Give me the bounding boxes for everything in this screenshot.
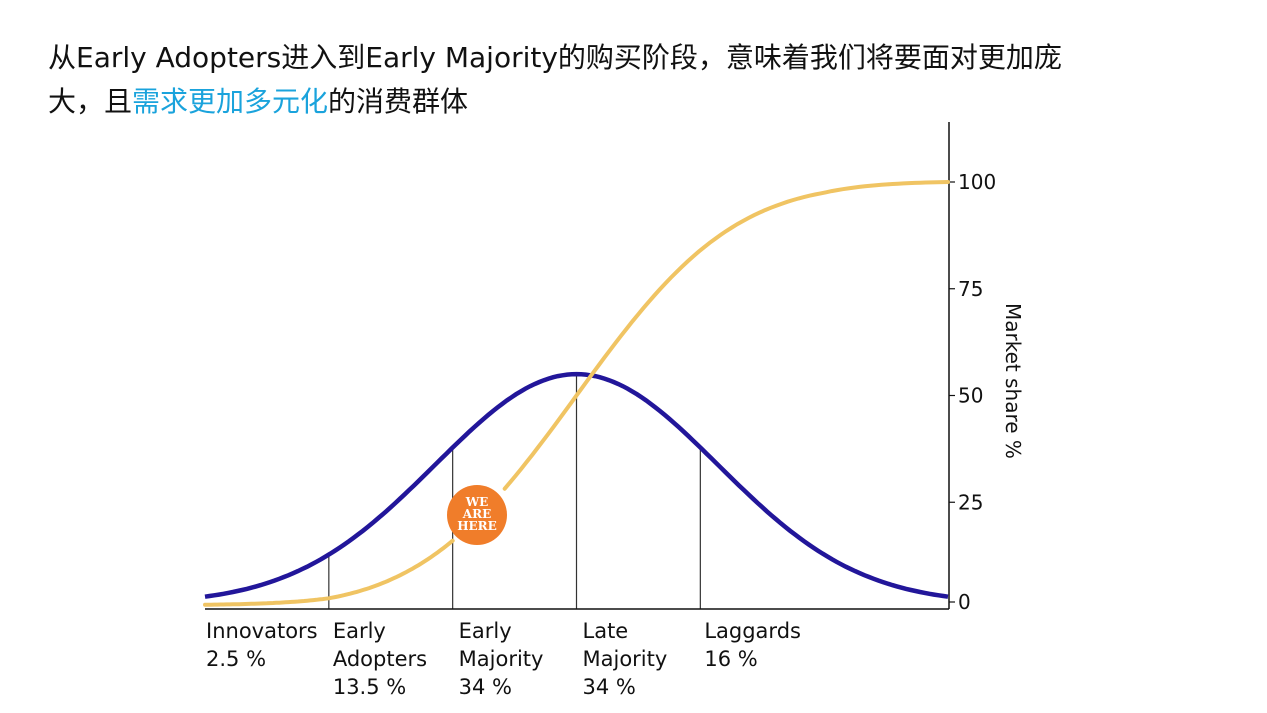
heading-line-2-suffix: 的消费群体: [328, 85, 469, 118]
badge-text: ARE: [462, 507, 491, 521]
segment-label: Early: [333, 619, 386, 643]
heading-highlight: 需求更加多元化: [132, 85, 329, 118]
y-tick-label: 0: [958, 590, 971, 614]
segment-label: 34 %: [583, 675, 636, 699]
y-tick-label: 25: [958, 490, 983, 514]
segment-label: Majority: [583, 647, 668, 671]
heading-line-2-prefix: 大，且: [48, 85, 133, 118]
badge-text: WE: [465, 495, 489, 509]
y-tick-labels: 0 25 50 75 100: [958, 170, 996, 614]
segment-labels: Innovators 2.5 % Early Adopters 13.5 % Early M…: [206, 619, 801, 699]
we-are-here-badge-circle: [447, 485, 507, 545]
y-axis-label: Market share %: [1001, 303, 1025, 459]
segment-label: Innovators: [206, 619, 318, 643]
segment-label: Majority: [459, 647, 544, 671]
y-ticks: [949, 181, 955, 603]
cumulative-s-curve-early: [203, 538, 455, 607]
segment-label: Laggards: [704, 619, 801, 643]
badge-text: HERE: [457, 519, 497, 533]
segment-dividers: [328, 376, 701, 609]
y-tick-label: 100: [958, 170, 996, 194]
segment-label: 13.5 %: [333, 675, 406, 699]
segment-label: 34 %: [459, 675, 512, 699]
cumulative-s-curve-late: [502, 180, 950, 491]
adoption-bell-curve: [204, 371, 949, 599]
segment-label: Adopters: [333, 647, 427, 671]
y-tick-label: 50: [958, 384, 983, 408]
segment-label: 16 %: [704, 647, 757, 671]
segment-label: Early: [459, 619, 512, 643]
segment-label: 2.5 %: [206, 647, 266, 671]
page-heading: 从Early Adopters进入到Early Majority的购买阶段，意味…: [48, 36, 1228, 124]
y-tick-label: 75: [958, 277, 983, 301]
segment-label: Late: [583, 619, 629, 643]
heading-line-1: 从Early Adopters进入到Early Majority的购买阶段，意味…: [48, 41, 1062, 74]
